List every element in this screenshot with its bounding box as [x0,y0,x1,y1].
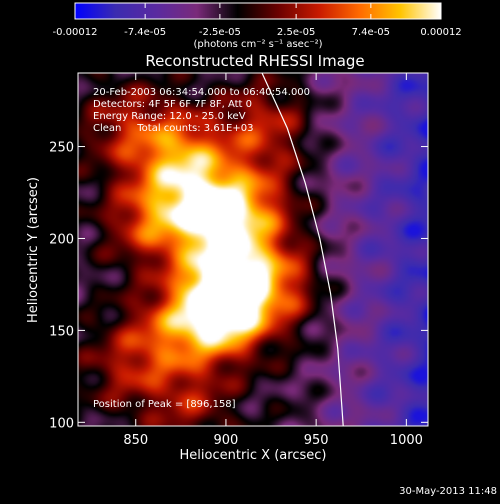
peak-position-label: Position of Peak = [896,158] [93,399,236,410]
axis-ticks: 850 900 950 1000 100 150 200 250 [49,73,428,448]
x-tick-label: 900 [214,433,239,448]
plot-frame [77,72,429,427]
info-line-counts: Clean Total counts: 3.61E+03 [93,123,253,134]
x-tick-label: 950 [304,433,329,448]
x-axis-label: Heliocentric X (arcsec) [180,448,327,463]
y-axis-label: Heliocentric Y (arcsec) [26,177,41,323]
colorbar-tick-label: -2.5e-05 [199,27,241,38]
plot-timestamp: 30-May-2013 11:48 [399,486,497,497]
colorbar-tick-label: 0.00012 [420,27,461,38]
observation-info: 20-Feb-2003 06:34:54.000 to 06:40:54.000… [93,87,310,134]
colorbar-ticks: -0.00012 -7.4e-05 -2.5e-05 2.5e-05 7.4e-05 0.… [53,3,462,38]
colorbar-tick-label: 2.5e-05 [277,27,315,38]
colorbar [74,2,442,20]
chart-title: Reconstructed RHESSI Image [145,52,364,70]
colorbar-tick-label: -0.00012 [53,27,98,38]
y-tick-label: 100 [49,416,74,431]
info-line-energy: Energy Range: 12.0 - 25.0 keV [93,111,246,122]
colorbar-tick-label: 7.4e-05 [352,27,390,38]
info-line-time: 20-Feb-2003 06:34:54.000 to 06:40:54.000 [93,87,310,98]
heatmap-image [78,73,428,426]
y-tick-label: 150 [49,324,74,339]
x-tick-label: 1000 [390,433,423,448]
solar-limb-line [261,73,344,426]
x-tick-label: 850 [123,433,148,448]
colorbar-units: (photons cm⁻² s⁻¹ asec⁻²) [193,39,322,50]
colorbar-tick-label: -7.4e-05 [124,27,166,38]
y-tick-label: 250 [49,141,74,156]
info-line-detectors: Detectors: 4F 5F 6F 7F 8F, Att 0 [93,99,252,110]
heatmap-area [78,73,428,426]
y-tick-label: 200 [49,232,74,247]
